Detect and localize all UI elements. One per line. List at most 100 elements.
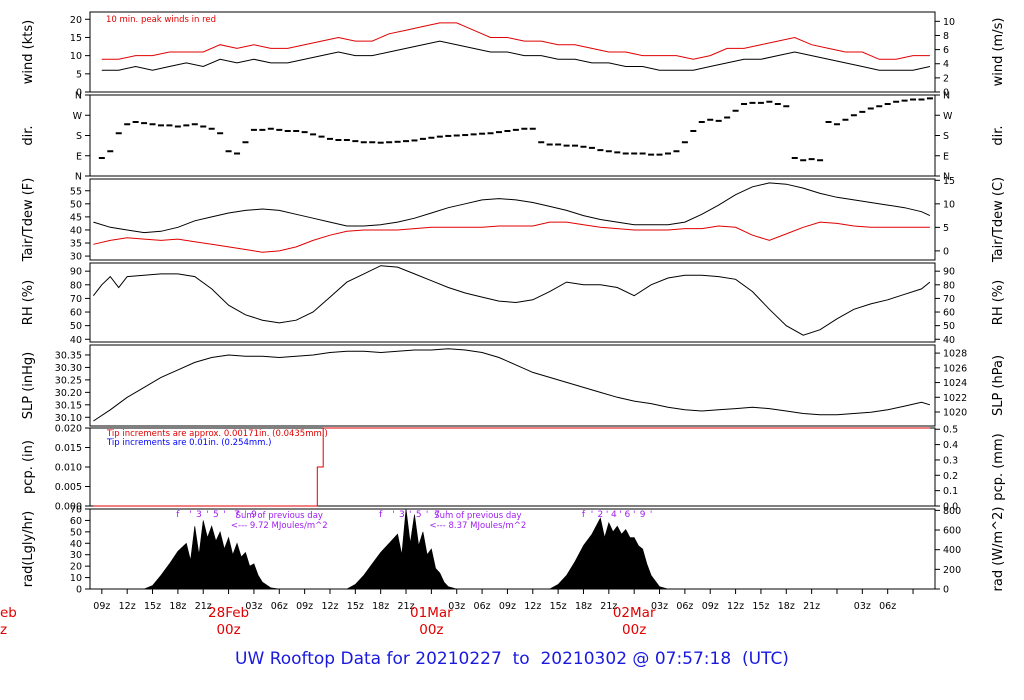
ytick-right-label-rh: 40 [943,335,955,346]
rad-hour-label: 6 [625,510,631,520]
series-wind-black [101,40,931,71]
ytick-label-slp: 30.35 [55,350,82,361]
xtick-label: 03z [448,601,465,612]
date-time-label: 00z [216,622,240,638]
rad-hour-label: ' [650,510,652,520]
rad-hour-label: ' [445,510,447,520]
rad-hour-label: f [176,510,180,520]
ytick-right-label-rh: 80 [943,280,955,291]
xtick-label: 15z [550,601,567,612]
ytick-right-label-rh: 50 [943,321,955,332]
ytick-label-rad: 70 [70,505,82,516]
xtick-label: 21z [397,601,414,612]
ytick-right-label-pcp: 0.0 [943,502,958,513]
xtick-label: 06z [676,601,693,612]
ytick-label-dir: S [76,131,82,142]
date-time-label: 00z [622,622,646,638]
ytick-right-label-wind: 2 [943,73,949,84]
ylabel-wind: wind (kts) [21,20,36,84]
rad-hour-label: ' [409,510,411,520]
xtick-label: 03z [854,601,871,612]
ylabel-slp: SLP (inHg) [21,352,36,420]
ylabel-right-dir: dir. [991,125,1006,145]
ytick-right-label-temp: 15 [943,176,955,187]
ytick-label-temp: 55 [70,186,82,197]
ytick-label-slp: 30.25 [55,375,82,386]
ytick-right-label-dir: W [943,111,953,122]
ytick-right-label-rh: 60 [943,308,955,319]
ytick-right-label-slp: 1022 [943,393,967,404]
ytick-right-label-rad: 200 [943,565,961,576]
ytick-label-slp: 30.10 [55,413,82,424]
rad-hour-label: 9 [640,510,646,520]
rad-hour-label: ' [619,510,621,520]
series-wind-red [101,22,930,60]
rad-sum-line2: <--- 9.72 MJoules/m^2 [231,521,328,531]
ytick-right-label-temp: 0 [943,246,949,257]
ytick-right-label-rh: 70 [943,294,955,305]
rad-hour-label: ' [591,510,593,520]
ytick-right-label-rad: 0 [943,585,949,596]
ytick-right-label-pcp: 0.3 [943,455,958,466]
radiation-area [143,508,669,590]
rad-sum-line1: Sum of previous day [434,511,521,521]
ytick-right-label-rad: 600 [943,526,961,537]
series-pcp-red [93,427,930,507]
rad-hour-label: 4 [611,510,617,520]
ytick-label-temp: 50 [70,199,82,210]
ylabel-right-pcp: pcp. (mm) [991,433,1006,500]
ylabel-rad: rad(Lgly/hr) [21,511,36,587]
xtick-label: 18z [778,601,795,612]
series-slp-black [93,348,931,422]
ytick-label-rh: 60 [70,308,82,319]
xtick-label: 12z [727,601,744,612]
ytick-right-label-slp: 1024 [943,378,967,389]
series-temp-tdew-red [93,221,930,253]
rad-sum-line1: Sum of previous day [236,511,323,521]
ytick-label-rad: 50 [70,527,82,538]
rad-hour-label: 3 [196,510,202,520]
series-temp-tair-black [93,182,931,234]
xtick-label: 12z [119,601,136,612]
ytick-right-label-pcp: 0.4 [943,440,958,451]
xtick-label: 09z [702,601,719,612]
xtick-label: 15z [752,601,769,612]
ytick-label-temp: 30 [70,252,82,263]
chart-footer-title: UW Rooftop Data for 20210227 to 20210302… [235,649,789,669]
ytick-label-slp: 30.15 [55,400,82,411]
xtick-label: 18z [372,601,389,612]
rad-sum-line2: <--- 8.37 MJoules/m^2 [429,521,526,531]
ytick-label-rh: 50 [70,321,82,332]
ytick-right-label-pcp: 0.1 [943,486,958,497]
ytick-right-label-pcp: 0.2 [943,471,958,482]
panel-frame-temp [89,178,936,261]
series-rh-black [93,265,931,336]
xtick-label: 21z [803,601,820,612]
rad-hour-label: ' [244,510,246,520]
xtick-label: 21z [600,601,617,612]
ylabel-dir: dir. [21,125,36,145]
date-time-label: 00z [419,622,443,638]
ytick-label-temp: 35 [70,239,82,250]
xtick-label: 03z [651,601,668,612]
left-time-fragment: z [0,622,7,638]
ylabel-right-rh: RH (%) [991,280,1006,325]
ylabel-right-temp: Tair/Tdew (C) [991,177,1006,263]
ytick-label-slp: 30.30 [55,363,82,374]
xtick-label: 15z [144,601,161,612]
xtick-label: 09z [296,601,313,612]
ytick-label-rh: 80 [70,280,82,291]
xtick-label: 06z [474,601,491,612]
ytick-right-label-dir: N [943,91,950,102]
ytick-right-label-wind: 4 [943,59,949,70]
rad-hour-label: ' [392,510,394,520]
ytick-right-label-wind: 6 [943,45,949,56]
xtick-label: 12z [321,601,338,612]
ytick-right-label-slp: 1028 [943,349,967,360]
rad-hour-label: f [582,510,586,520]
ytick-label-rad: 20 [70,562,82,573]
ytick-right-label-dir: E [943,151,949,162]
ytick-right-label-rad: 400 [943,545,961,556]
ylabel-right-rad: rad (W/m^2) [991,507,1006,592]
